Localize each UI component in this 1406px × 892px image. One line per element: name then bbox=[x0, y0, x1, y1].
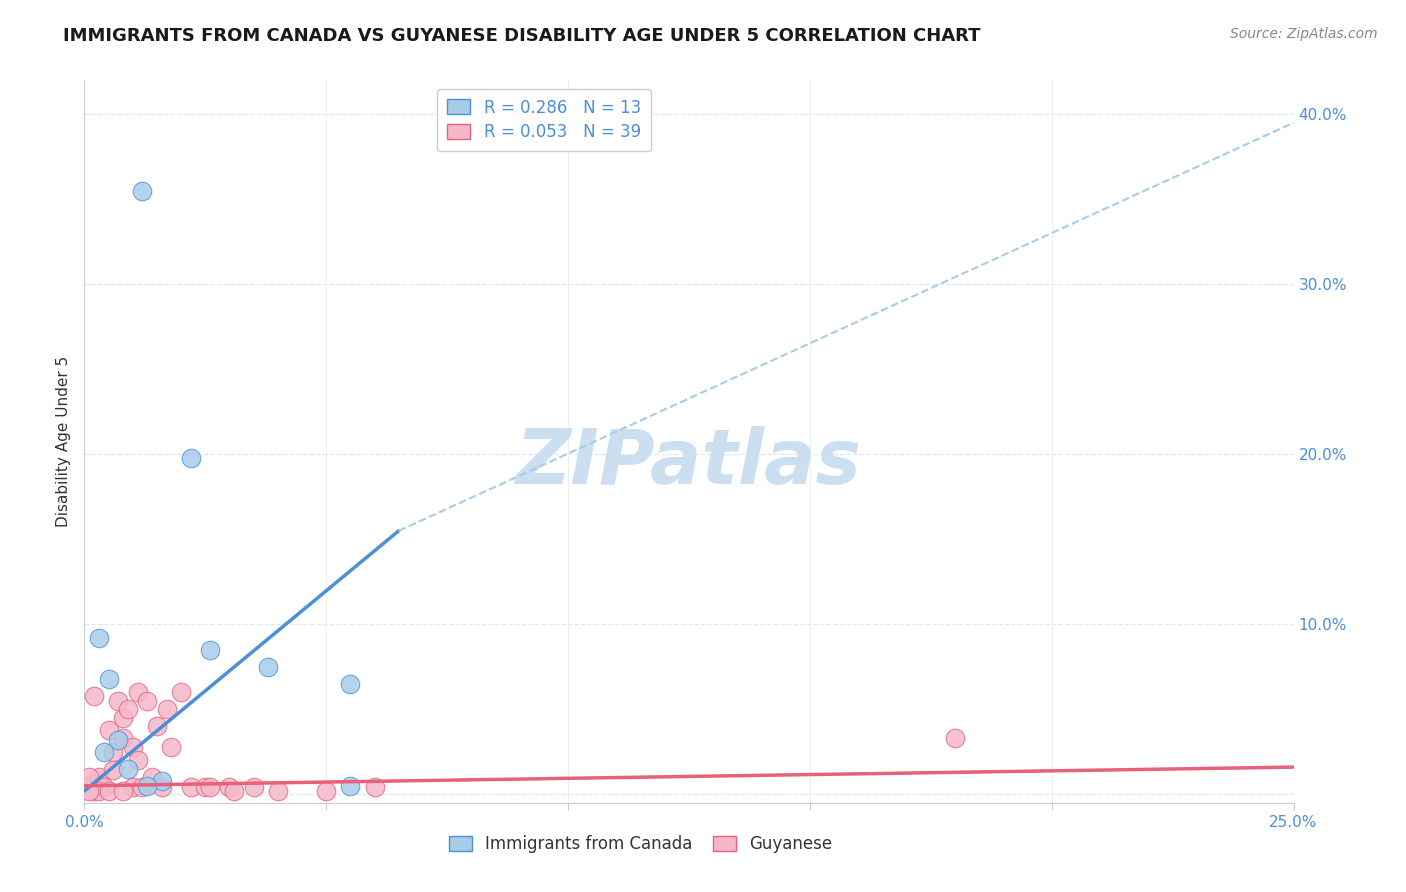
Point bbox=[194, 780, 217, 795]
Point bbox=[127, 685, 149, 699]
Point bbox=[107, 732, 129, 747]
Point bbox=[87, 631, 110, 645]
Point bbox=[77, 784, 100, 798]
Point bbox=[339, 779, 361, 793]
Point bbox=[87, 770, 110, 784]
Point bbox=[180, 780, 202, 795]
Point bbox=[77, 779, 100, 793]
Point bbox=[180, 450, 202, 465]
Point bbox=[97, 723, 120, 737]
Point bbox=[93, 780, 115, 795]
Point bbox=[83, 689, 105, 703]
Point bbox=[242, 780, 264, 795]
Point bbox=[121, 780, 143, 795]
Point bbox=[224, 784, 246, 798]
Point bbox=[257, 660, 280, 674]
Point bbox=[112, 731, 135, 746]
Point bbox=[121, 739, 143, 754]
Point bbox=[943, 731, 966, 746]
Point bbox=[87, 784, 110, 798]
Point bbox=[170, 685, 193, 699]
Point bbox=[150, 773, 173, 788]
Text: ZIPatlas: ZIPatlas bbox=[516, 426, 862, 500]
Point bbox=[198, 642, 221, 657]
Y-axis label: Disability Age Under 5: Disability Age Under 5 bbox=[56, 356, 72, 527]
Point bbox=[150, 780, 173, 795]
Text: Source: ZipAtlas.com: Source: ZipAtlas.com bbox=[1230, 27, 1378, 41]
Point bbox=[112, 784, 135, 798]
Point bbox=[77, 770, 100, 784]
Text: IMMIGRANTS FROM CANADA VS GUYANESE DISABILITY AGE UNDER 5 CORRELATION CHART: IMMIGRANTS FROM CANADA VS GUYANESE DISAB… bbox=[63, 27, 981, 45]
Legend: Immigrants from Canada, Guyanese: Immigrants from Canada, Guyanese bbox=[441, 828, 839, 860]
Point bbox=[97, 672, 120, 686]
Point bbox=[218, 780, 240, 795]
Point bbox=[107, 694, 129, 708]
Point bbox=[117, 762, 139, 776]
Point bbox=[267, 784, 290, 798]
Point bbox=[117, 702, 139, 716]
Point bbox=[155, 702, 177, 716]
Point bbox=[198, 780, 221, 795]
Point bbox=[339, 677, 361, 691]
Point bbox=[127, 753, 149, 767]
Point bbox=[97, 784, 120, 798]
Point bbox=[363, 780, 385, 795]
Point bbox=[136, 694, 159, 708]
Point bbox=[315, 784, 337, 798]
Point bbox=[112, 711, 135, 725]
Point bbox=[146, 719, 169, 733]
Point bbox=[131, 780, 153, 795]
Point bbox=[136, 779, 159, 793]
Point bbox=[141, 770, 163, 784]
Point bbox=[103, 745, 125, 759]
Point bbox=[160, 739, 183, 754]
Point bbox=[93, 745, 115, 759]
Point bbox=[83, 784, 105, 798]
Point bbox=[103, 764, 125, 778]
Point bbox=[131, 184, 153, 198]
